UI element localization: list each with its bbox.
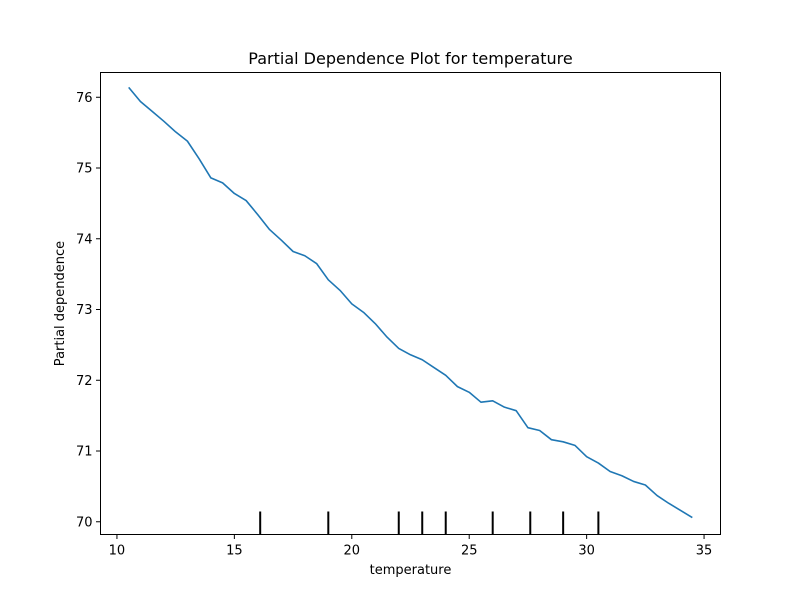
x-tick-label: 10	[109, 544, 126, 559]
x-tick-label: 20	[344, 544, 361, 559]
y-axis-ticks: 70 71 72 73 74 75 76	[76, 91, 101, 530]
y-tick-label: 70	[76, 515, 93, 530]
x-axis-label: temperature	[370, 563, 452, 578]
rug-layer	[259, 511, 600, 535]
plot-frame	[100, 72, 721, 535]
chart-title: Partial Dependence Plot for temperature	[248, 49, 572, 68]
x-tick-label: 35	[696, 544, 713, 559]
y-tick-label: 72	[76, 374, 93, 389]
y-tick-label: 74	[76, 232, 93, 247]
line-layer	[128, 86, 693, 519]
y-tick-label: 73	[76, 303, 93, 318]
x-axis-ticks: 10 15 20 25 30 35	[109, 534, 713, 559]
x-tick-label: 15	[226, 544, 243, 559]
y-tick-label: 76	[76, 91, 93, 106]
y-tick-label: 75	[76, 162, 93, 177]
series-line	[128, 86, 693, 519]
x-tick-label: 30	[578, 544, 595, 559]
y-axis-label: Partial dependence	[53, 241, 68, 366]
y-tick-label: 71	[76, 445, 93, 460]
x-tick-label: 25	[461, 544, 478, 559]
